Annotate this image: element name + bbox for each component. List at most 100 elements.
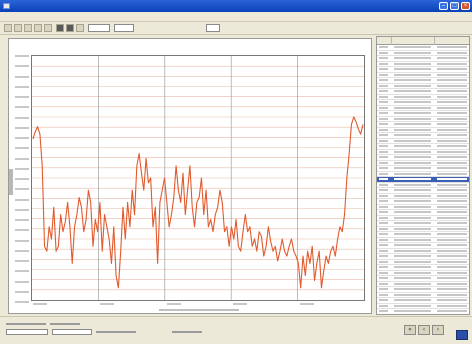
- table-row[interactable]: [377, 249, 469, 254]
- table-row[interactable]: [377, 216, 469, 221]
- table-cell: [394, 271, 432, 274]
- table-row[interactable]: [377, 51, 469, 56]
- toolbar-button[interactable]: [44, 24, 52, 32]
- toolbar-button[interactable]: [66, 24, 74, 32]
- table-cell: [394, 79, 432, 81]
- toolbar-field[interactable]: [114, 24, 134, 32]
- table-cell: [437, 172, 467, 175]
- table-row[interactable]: [377, 243, 469, 249]
- y-tick-label: [15, 96, 29, 98]
- column-header[interactable]: [392, 37, 436, 45]
- table-row[interactable]: [377, 287, 469, 293]
- table-row[interactable]: [377, 276, 469, 282]
- last-page-button[interactable]: [456, 330, 468, 340]
- table-row[interactable]: [377, 144, 469, 150]
- first-page-button[interactable]: «: [404, 325, 416, 335]
- table-row[interactable]: [377, 265, 469, 271]
- table-row[interactable]: [377, 199, 469, 205]
- table-row[interactable]: [377, 117, 469, 122]
- table-cell: [394, 288, 432, 290]
- toolbar-field[interactable]: [88, 24, 110, 32]
- table-row[interactable]: [377, 166, 469, 172]
- table-row[interactable]: [377, 111, 469, 117]
- table-row[interactable]: [377, 56, 469, 62]
- table-row[interactable]: [377, 232, 469, 238]
- table-row[interactable]: [377, 139, 469, 144]
- next-page-button[interactable]: ›: [432, 325, 444, 335]
- table-row[interactable]: [377, 188, 469, 194]
- table-cell: [379, 271, 389, 274]
- table-row[interactable]: [377, 194, 469, 199]
- status-field[interactable]: [52, 329, 92, 335]
- toolbar-button[interactable]: [4, 24, 12, 32]
- table-body: [377, 45, 470, 316]
- table-row[interactable]: [377, 150, 469, 155]
- table-row[interactable]: [377, 84, 469, 89]
- table-cell: [437, 249, 467, 252]
- toolbar-field[interactable]: [206, 24, 220, 32]
- toolbar-button[interactable]: [24, 24, 32, 32]
- table-cell: [394, 282, 432, 285]
- table-row[interactable]: [377, 304, 469, 309]
- toolbar-button[interactable]: [56, 24, 64, 32]
- table-cell: [437, 233, 467, 235]
- table-row[interactable]: [377, 210, 469, 216]
- table-row[interactable]: [377, 227, 469, 232]
- next-page-icon: ›: [436, 326, 440, 333]
- table-row[interactable]: [377, 177, 469, 183]
- table-cell: [379, 123, 389, 125]
- table-row[interactable]: [377, 205, 469, 210]
- table-row[interactable]: [377, 89, 469, 95]
- table-row[interactable]: [377, 293, 469, 298]
- table-cell: [394, 156, 432, 158]
- table-row[interactable]: [377, 73, 469, 78]
- column-header[interactable]: [435, 37, 469, 45]
- table-row[interactable]: [377, 254, 469, 260]
- table-row[interactable]: [377, 45, 469, 51]
- table-row[interactable]: [377, 260, 469, 265]
- table-row[interactable]: [377, 100, 469, 106]
- table-row[interactable]: [377, 128, 469, 133]
- table-row[interactable]: [377, 78, 469, 84]
- table-cell: [379, 282, 389, 285]
- table-row[interactable]: [377, 95, 469, 100]
- status-field[interactable]: [6, 329, 48, 335]
- table-row[interactable]: [377, 298, 469, 304]
- table-cell: [437, 73, 467, 76]
- table-row[interactable]: [377, 309, 469, 314]
- y-tick-labels: [15, 55, 29, 303]
- table-cell: [437, 101, 467, 103]
- table-row[interactable]: [377, 161, 469, 166]
- table-row[interactable]: [377, 62, 469, 67]
- toolbar-button[interactable]: [34, 24, 42, 32]
- table-row[interactable]: [377, 315, 470, 316]
- table-cell: [379, 167, 389, 169]
- data-table[interactable]: [376, 36, 470, 315]
- toolbar-button[interactable]: [14, 24, 22, 32]
- table-cell: [437, 216, 467, 219]
- table-row[interactable]: [377, 271, 469, 276]
- y-tick-label: [15, 198, 29, 201]
- prev-page-button[interactable]: ‹: [418, 325, 430, 335]
- minimize-button[interactable]: –: [439, 2, 448, 10]
- table-row[interactable]: [377, 238, 469, 243]
- table-row[interactable]: [377, 183, 469, 188]
- table-row[interactable]: [377, 133, 469, 139]
- toolbar-button[interactable]: [76, 24, 84, 32]
- table-row[interactable]: [377, 67, 469, 73]
- close-button[interactable]: ×: [461, 2, 470, 10]
- plot-area[interactable]: [31, 55, 365, 301]
- maximize-button[interactable]: □: [450, 2, 459, 10]
- table-cell: [379, 183, 389, 186]
- table-cell: [379, 244, 389, 246]
- column-header[interactable]: [377, 37, 393, 45]
- table-cell: [379, 216, 389, 219]
- table-row[interactable]: [377, 172, 469, 177]
- table-row[interactable]: [377, 155, 469, 161]
- table-row[interactable]: [377, 122, 469, 128]
- table-row[interactable]: [377, 282, 469, 287]
- status-text: [50, 323, 80, 325]
- table-row[interactable]: [377, 221, 469, 227]
- table-row[interactable]: [377, 106, 469, 111]
- y-axis-label: [9, 169, 13, 195]
